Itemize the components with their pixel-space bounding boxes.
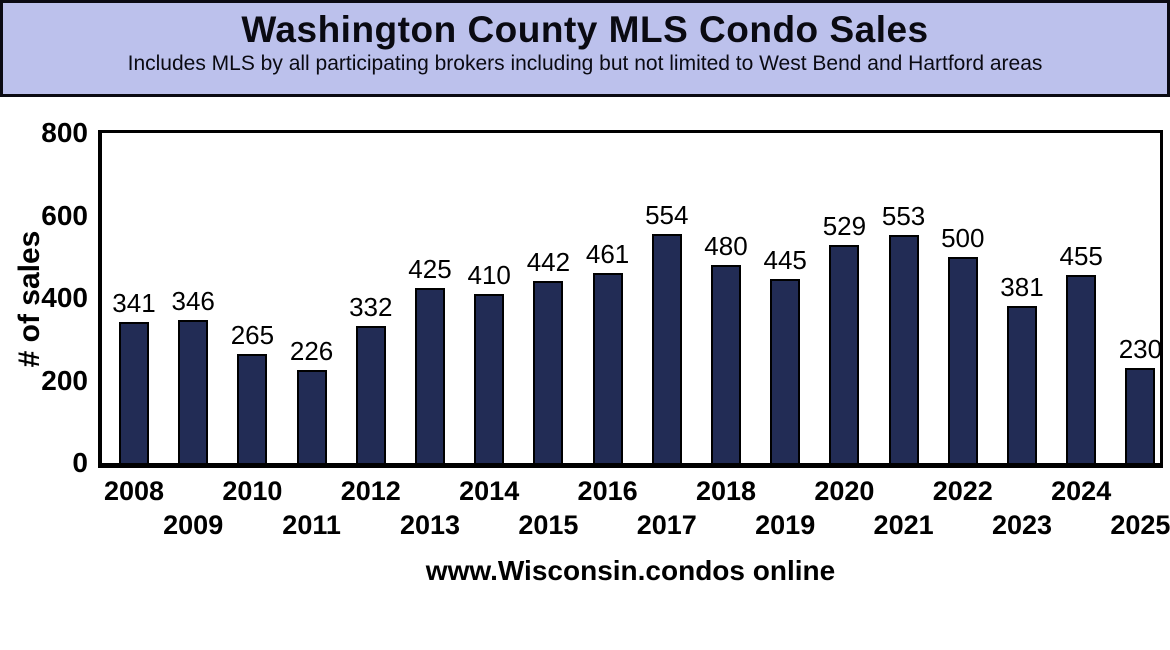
x-tick-label-2008: 2008 <box>103 476 165 506</box>
x-tick-label-2009: 2009 <box>163 510 224 540</box>
x-tick-label-2017: 2017 <box>636 510 697 540</box>
y-tick-label: 800 <box>41 117 88 148</box>
bar-2011 <box>296 369 327 463</box>
plot-area: 341 346 265 226 332 425 410 442 461 554 480 445 529 5… <box>98 130 1163 468</box>
x-tick-label-2022: 2022 <box>932 476 993 506</box>
bar-2009 <box>178 320 209 463</box>
bar-value-label: 381 <box>1000 271 1044 302</box>
bar-value-label: 346 <box>171 286 215 317</box>
bar-value-label: 265 <box>230 319 275 350</box>
header-banner: Washington County MLS Condo Sales Includ… <box>0 0 1170 97</box>
bar-2013 <box>415 287 445 463</box>
y-tick-label: 600 <box>41 199 88 231</box>
bar-value-label: 332 <box>349 292 393 323</box>
y-tick-label: 0 <box>72 447 88 478</box>
x-tick-label-2012: 2012 <box>340 476 401 506</box>
y-tick-label: 200 <box>41 364 88 396</box>
x-tick-label-2021: 2021 <box>873 510 934 540</box>
x-tick-label-2025: 2025 <box>1110 510 1170 540</box>
bar-2020 <box>829 244 860 463</box>
bar-value-label: 230 <box>1118 334 1163 365</box>
y-tick-label: 400 <box>41 282 88 313</box>
bar-value-label: 341 <box>112 288 156 319</box>
x-tick-label-2020: 2020 <box>814 476 875 506</box>
bar-2021 <box>888 234 919 463</box>
x-tick-label-2011: 2011 <box>282 510 341 540</box>
x-tick-label-2013: 2013 <box>399 510 461 540</box>
bar-2014 <box>474 293 505 463</box>
bar-value-label: 480 <box>704 231 748 261</box>
chart-subtitle: Includes MLS by all participating broker… <box>127 51 1043 75</box>
bar-value-label: 500 <box>941 222 985 253</box>
x-tick-label-2023: 2023 <box>991 510 1053 540</box>
bar-2015 <box>533 280 564 463</box>
bar-2019 <box>770 279 801 463</box>
bar-value-label: 425 <box>408 253 452 284</box>
chart-title: Washington County MLS Condo Sales <box>241 9 929 50</box>
bar-2025 <box>1125 368 1156 463</box>
bar-2016 <box>592 272 623 463</box>
x-tick-label-2019: 2019 <box>755 510 816 540</box>
bar-2024 <box>1066 275 1097 463</box>
footer-url: www.Wisconsin.condos online <box>425 555 836 586</box>
chart-region: # of sales 341 346 265 226 332 425 410 442 461 55… <box>0 97 1170 650</box>
bar-value-label: 553 <box>881 200 926 231</box>
x-tick-label-2015: 2015 <box>518 510 579 540</box>
bar-2012 <box>355 326 386 463</box>
bar-value-label: 226 <box>289 335 334 366</box>
x-tick-label-2018: 2018 <box>695 476 757 506</box>
x-tick-label-2014: 2014 <box>459 476 520 506</box>
bar-2008 <box>119 322 149 463</box>
bar-value-label: 461 <box>585 238 630 269</box>
bar-2023 <box>1007 305 1037 463</box>
bar-2018 <box>711 265 741 463</box>
bar-2017 <box>651 234 682 463</box>
x-tick-label-2016: 2016 <box>577 476 638 506</box>
x-tick-label-2010: 2010 <box>222 476 283 506</box>
bar-value-label: 442 <box>526 246 571 277</box>
bar-2022 <box>947 256 978 463</box>
x-tick-label-2024: 2024 <box>1051 476 1112 506</box>
bar-2010 <box>237 353 268 463</box>
bar-value-label: 445 <box>763 245 807 276</box>
bar-value-label: 410 <box>467 259 511 290</box>
bar-value-label: 455 <box>1059 241 1103 272</box>
bar-value-label: 529 <box>822 210 867 241</box>
bar-value-label: 554 <box>645 200 689 231</box>
